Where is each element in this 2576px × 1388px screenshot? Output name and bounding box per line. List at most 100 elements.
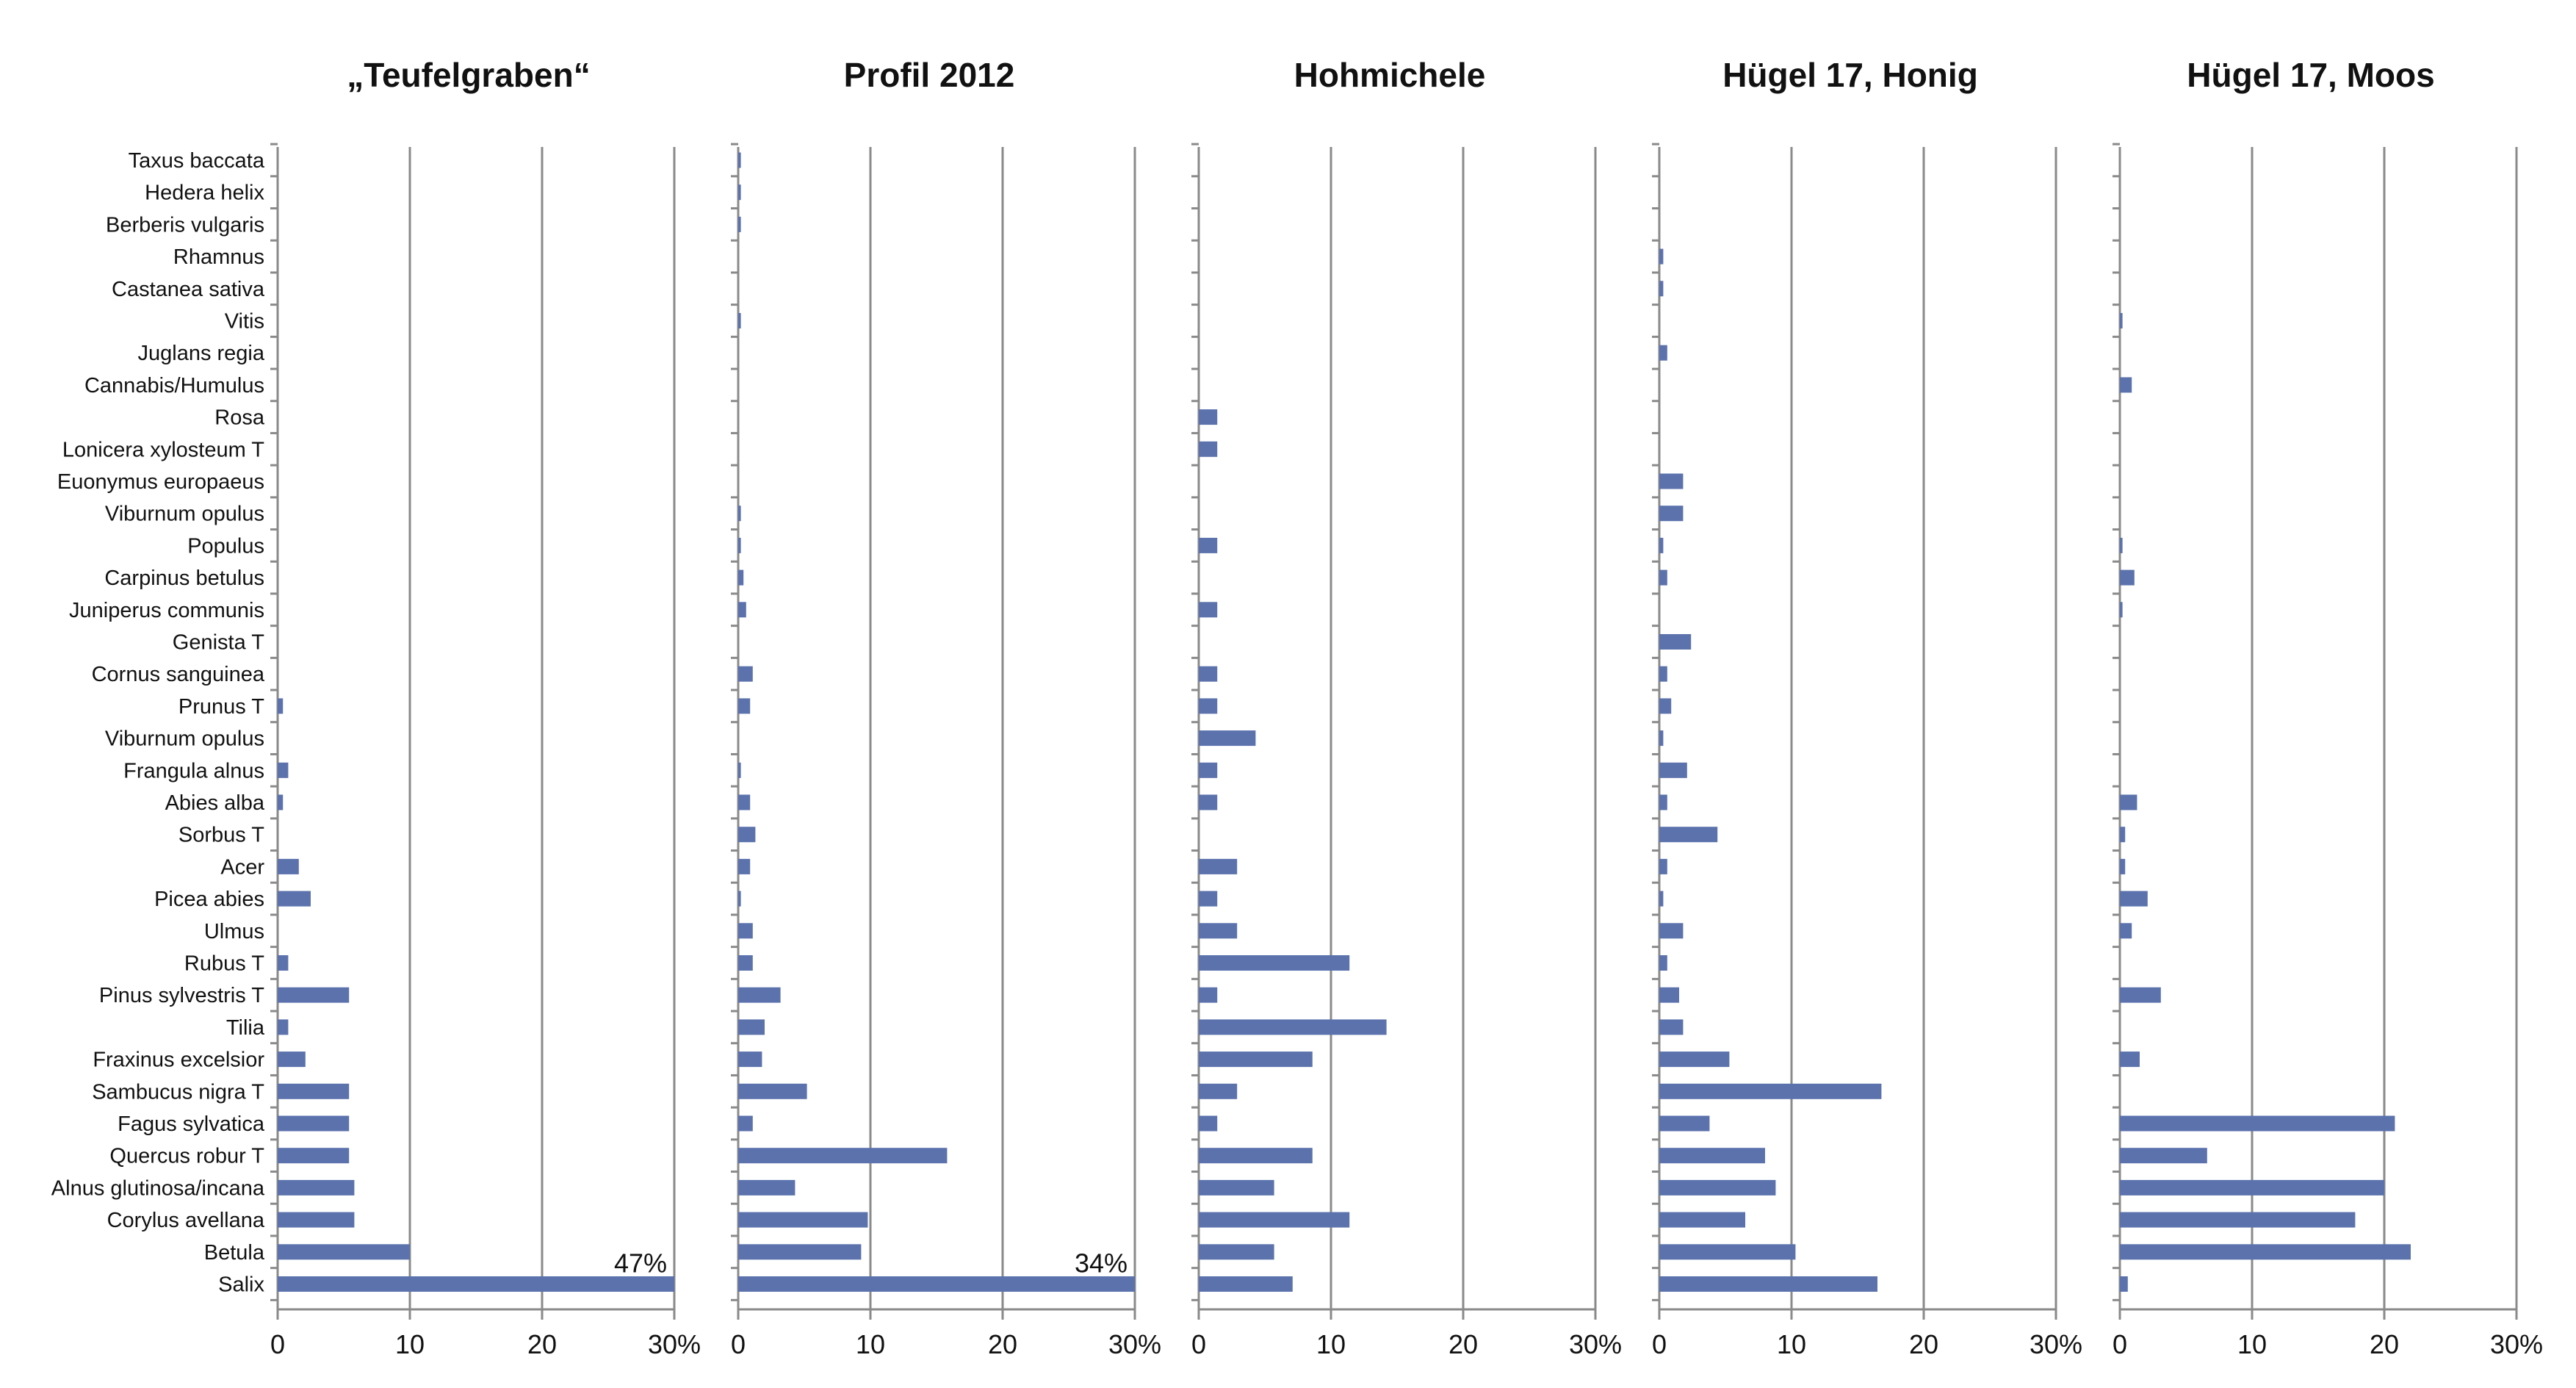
bar (738, 1148, 948, 1164)
category-label: Juniperus communis (69, 599, 264, 622)
x-tick-label: 10 (1777, 1329, 1806, 1359)
bar (1659, 730, 1664, 747)
bar (2120, 1148, 2207, 1164)
bar (278, 987, 350, 1003)
x-tick-label: 20 (1909, 1329, 1938, 1359)
bar (2120, 1212, 2356, 1228)
bar (2120, 827, 2126, 843)
x-tick-label: 10 (395, 1329, 425, 1359)
panel-title: „Teufelgraben“ (347, 56, 590, 94)
x-tick-label: 30% (1108, 1329, 1161, 1359)
category-label: Ulmus (204, 920, 264, 943)
category-label: Rubus T (184, 952, 264, 976)
bar (1199, 1115, 1218, 1132)
bar (2120, 1051, 2140, 1068)
x-tick-label: 30% (2030, 1329, 2082, 1359)
bar (738, 1051, 762, 1068)
bar (738, 537, 741, 553)
bar (738, 858, 751, 874)
category-label: Cornus sanguinea (92, 663, 265, 686)
bar (1659, 1051, 1730, 1068)
bar (1199, 537, 1218, 553)
bar (738, 794, 751, 810)
bar (1659, 1115, 1710, 1132)
bar (1199, 923, 1238, 939)
bar (2120, 313, 2123, 328)
bar (1199, 955, 1350, 971)
x-tick-label: 20 (527, 1329, 557, 1359)
bar (2120, 1244, 2411, 1260)
bar (738, 1212, 868, 1228)
bar (2120, 987, 2161, 1003)
bar (738, 698, 751, 714)
panel-title: Hügel 17, Honig (1722, 56, 1978, 94)
bar (2120, 1179, 2384, 1195)
bar (1659, 987, 1679, 1003)
category-label: Genista T (173, 631, 264, 655)
bar (278, 1148, 350, 1164)
bar (278, 1276, 674, 1292)
bar (2120, 891, 2148, 907)
bar (738, 184, 741, 201)
bar (1199, 794, 1218, 810)
bar (2120, 377, 2132, 393)
bar (1659, 1179, 1776, 1195)
bar (1199, 1051, 1313, 1068)
category-label: Castanea sativa (112, 278, 265, 301)
category-label: Acer (220, 855, 264, 879)
bar (278, 794, 284, 810)
bar (278, 762, 289, 778)
bar (738, 1019, 765, 1035)
bar (1659, 1276, 1877, 1292)
category-label: Viburnum opulus (105, 727, 264, 751)
x-tick-label: 30% (1569, 1329, 1622, 1359)
bar (2120, 794, 2137, 810)
bar (1659, 537, 1664, 553)
category-label: Picea abies (154, 888, 264, 911)
bar (278, 1115, 350, 1132)
bar (1659, 955, 1667, 971)
bar (738, 506, 741, 522)
x-tick-label: 30% (2490, 1329, 2543, 1359)
bar (2120, 537, 2123, 553)
bar (1659, 1212, 1745, 1228)
bar (1659, 1083, 1882, 1099)
bar (1659, 569, 1667, 586)
category-label: Alnus glutinosa/incana (51, 1176, 265, 1200)
bar (1199, 1083, 1238, 1099)
bar (738, 569, 744, 586)
bar (1199, 891, 1218, 907)
bar (278, 1244, 410, 1260)
bar (738, 891, 741, 907)
category-label: Rosa (214, 406, 265, 430)
bar (738, 1083, 807, 1099)
bar (1199, 602, 1218, 618)
bar (1659, 891, 1664, 907)
data-label: 47% (614, 1248, 667, 1279)
bar (278, 1083, 350, 1099)
category-label: Carpinus betulus (104, 567, 264, 590)
bar (1659, 698, 1672, 714)
category-label: Frangula alnus (123, 759, 264, 783)
category-label: Salix (218, 1273, 264, 1297)
bar (738, 313, 741, 328)
x-tick-label: 20 (1448, 1329, 1478, 1359)
bar (1199, 730, 1256, 747)
x-tick-label: 10 (2237, 1329, 2267, 1359)
bar (2120, 602, 2123, 618)
x-tick-label: 10 (856, 1329, 885, 1359)
bar (738, 1115, 753, 1132)
bar (278, 1051, 306, 1068)
bar (738, 1244, 862, 1260)
bar (1659, 666, 1667, 682)
category-label: Abies alba (165, 791, 265, 815)
x-tick-label: 0 (270, 1329, 285, 1359)
bar (1659, 1019, 1684, 1035)
bar (2120, 858, 2126, 874)
bar (1199, 1212, 1350, 1228)
x-tick-label: 10 (1316, 1329, 1346, 1359)
bar (1659, 1244, 1796, 1260)
bar (1199, 762, 1218, 778)
category-label: Fagus sylvatica (118, 1112, 265, 1136)
